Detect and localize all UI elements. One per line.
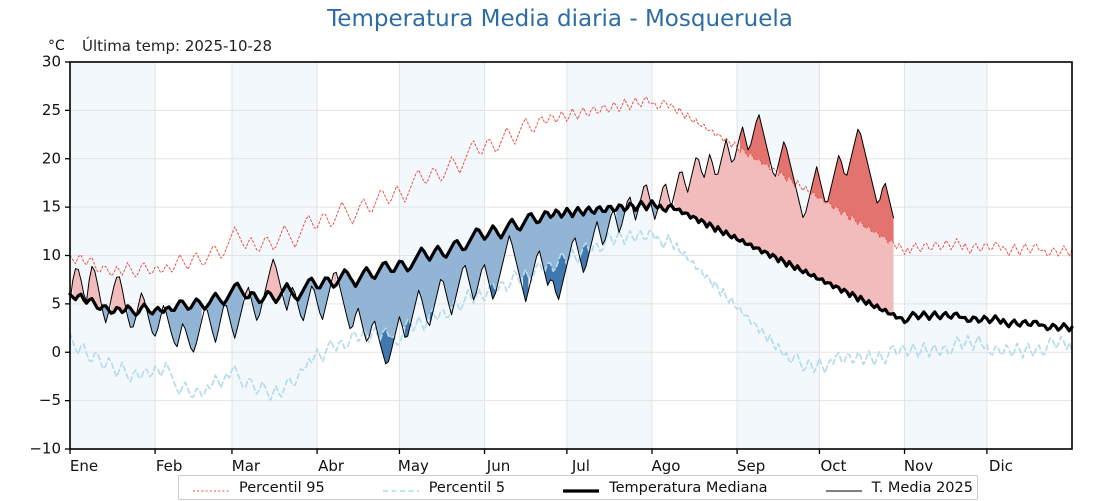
y-axis-tick-label: 25	[42, 101, 61, 119]
legend-item[interactable]: T. Media 2025	[824, 480, 973, 496]
fill-below-p5	[522, 269, 529, 302]
series-percentil-5	[69, 229, 1073, 402]
legend-item-label: Percentil 5	[428, 479, 506, 496]
x-axis-tick-label: Ene	[70, 457, 98, 475]
y-axis-tick-label: 0	[51, 343, 61, 361]
legend-item-label: T. Media 2025	[871, 479, 973, 496]
fill-above-p95	[811, 129, 894, 244]
x-axis-tick-label: Jun	[486, 457, 510, 475]
y-axis-tick-label: −10	[29, 440, 61, 458]
legend-line-sample	[824, 482, 864, 494]
chart-legend: Percentil 95 Percentil 5 Temperatura Media…	[178, 475, 978, 500]
legend-item[interactable]: Temperatura Mediana	[561, 479, 768, 496]
fill-below-median	[207, 283, 243, 343]
x-axis-tick-label: Dic	[989, 457, 1013, 475]
fill-above-median	[673, 139, 894, 315]
x-axis-tick-label: May	[398, 457, 429, 475]
legend-item-label: Percentil 95	[239, 479, 325, 496]
x-axis-tick-label: Mar	[232, 457, 261, 475]
legend-item-label: Temperatura Mediana	[609, 479, 768, 496]
x-axis-tick-label: Feb	[156, 457, 183, 475]
legend-item[interactable]: Percentil 95	[191, 480, 325, 496]
y-axis-unit-label: °C	[48, 38, 65, 54]
series-t-media-2025	[69, 114, 895, 365]
series-percentil-95	[69, 96, 1073, 278]
page-title: Temperatura Media diaria - Mosqueruela	[327, 6, 793, 32]
y-axis-tick-label: 30	[42, 53, 61, 71]
y-axis-tick-label: 15	[42, 198, 61, 216]
fill-below-median	[146, 307, 161, 337]
legend-line-sample	[191, 482, 231, 494]
x-axis-tick-label: Oct	[820, 457, 846, 475]
x-axis-tick-label: Nov	[904, 457, 933, 475]
y-axis-tick-label: 10	[42, 246, 61, 264]
x-axis-tick-label: Ago	[651, 457, 680, 475]
fill-above-p95	[739, 114, 771, 170]
legend-line-sample	[381, 482, 421, 494]
legend-line-sample	[561, 482, 601, 494]
fill-below-median	[297, 277, 331, 321]
last-temp-subtitle: Última temp: 2025-10-28	[82, 37, 273, 55]
x-axis-tick-label: Abr	[318, 457, 345, 475]
fill-below-median	[127, 305, 136, 328]
fill-below-median	[339, 206, 611, 341]
series-temperatura-mediana	[68, 199, 1074, 333]
y-axis-tick-label: 5	[51, 294, 61, 312]
y-axis-tick-label: −5	[39, 391, 61, 409]
fill-below-median	[616, 204, 625, 231]
fill-above-p95	[778, 141, 795, 187]
x-axis-tick-label: Jul	[571, 457, 590, 475]
x-axis-tick-label: Sep	[737, 457, 765, 475]
legend-item[interactable]: Percentil 5	[381, 480, 505, 496]
y-axis-tick-label: 20	[42, 149, 61, 167]
